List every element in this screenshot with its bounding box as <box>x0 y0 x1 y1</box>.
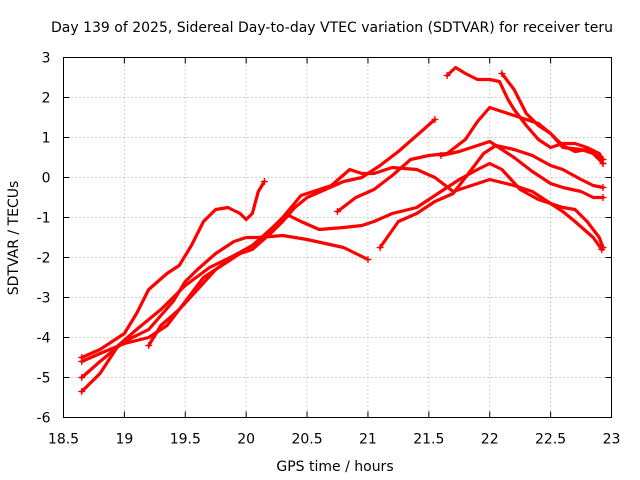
data-point-marker <box>599 160 607 167</box>
series-line <box>445 65 605 162</box>
x-tick-label: 20.5 <box>291 432 322 448</box>
series-track-2 <box>78 233 372 381</box>
y-tick-label: -6 <box>37 411 51 427</box>
series-track-8 <box>437 139 607 201</box>
chart-title: Day 139 of 2025, Sidereal Day-to-day VTE… <box>51 20 613 36</box>
series-track-4 <box>78 165 607 365</box>
plot-frame <box>63 57 612 418</box>
x-tick-label: 19.5 <box>170 432 201 448</box>
series-track-10 <box>498 70 607 167</box>
data-point-marker <box>364 256 372 263</box>
series-track-3 <box>78 161 606 395</box>
series-line <box>80 179 266 360</box>
y-tick-label: -3 <box>37 291 51 307</box>
y-tick-label: 3 <box>42 51 51 67</box>
y-tick-label: -5 <box>37 371 51 387</box>
data-point-marker <box>78 388 86 395</box>
series-line <box>80 233 370 380</box>
series-track-6 <box>334 105 607 215</box>
series-line <box>80 165 605 364</box>
data-point-marker <box>443 72 451 79</box>
y-tick-label: 2 <box>42 91 51 107</box>
x-tick-label: 21.5 <box>413 432 444 448</box>
x-tick-label: 23 <box>603 432 621 448</box>
axis-ticks: 18.5 19 19.5 20 20.5 21 21.5 22 22.5 23-6-5-4-3-2… <box>37 51 621 448</box>
data-point-marker <box>376 244 384 251</box>
data-point-marker <box>437 152 445 159</box>
series-track-1 <box>78 178 268 361</box>
y-tick-label: -1 <box>37 211 51 227</box>
series-line <box>147 117 437 348</box>
data-point-marker <box>145 342 153 349</box>
data-point-marker <box>334 208 341 215</box>
data-point-marker <box>599 184 607 191</box>
y-tick-label: 1 <box>42 131 51 147</box>
data-point-marker <box>431 116 439 123</box>
grid <box>63 57 612 418</box>
x-tick-label: 20 <box>237 432 255 448</box>
x-axis-label: GPS time / hours <box>276 459 393 475</box>
data-point-marker <box>599 244 607 251</box>
data-point-marker <box>78 358 86 365</box>
y-tick-label: -2 <box>37 251 51 267</box>
series-line <box>335 105 605 214</box>
series-track-7 <box>376 143 607 251</box>
series-track-5 <box>145 116 439 349</box>
x-tick-label: 19 <box>115 432 133 448</box>
data-point-marker <box>260 178 268 185</box>
x-tick-label: 18.5 <box>48 432 79 448</box>
x-tick-label: 21 <box>359 432 377 448</box>
y-tick-label: 0 <box>42 171 51 187</box>
y-tick-label: -4 <box>37 331 51 347</box>
data-point-marker <box>599 194 607 201</box>
series-line <box>439 139 605 200</box>
x-tick-label: 22.5 <box>535 432 566 448</box>
y-axis-label: SDTVAR / TECUs <box>6 181 22 296</box>
series-line <box>80 161 604 394</box>
x-tick-label: 22 <box>481 432 499 448</box>
data-point-marker <box>498 70 506 77</box>
data-series <box>78 65 607 395</box>
series-line <box>378 143 605 250</box>
series-line <box>500 71 605 166</box>
data-point-marker <box>78 374 86 381</box>
